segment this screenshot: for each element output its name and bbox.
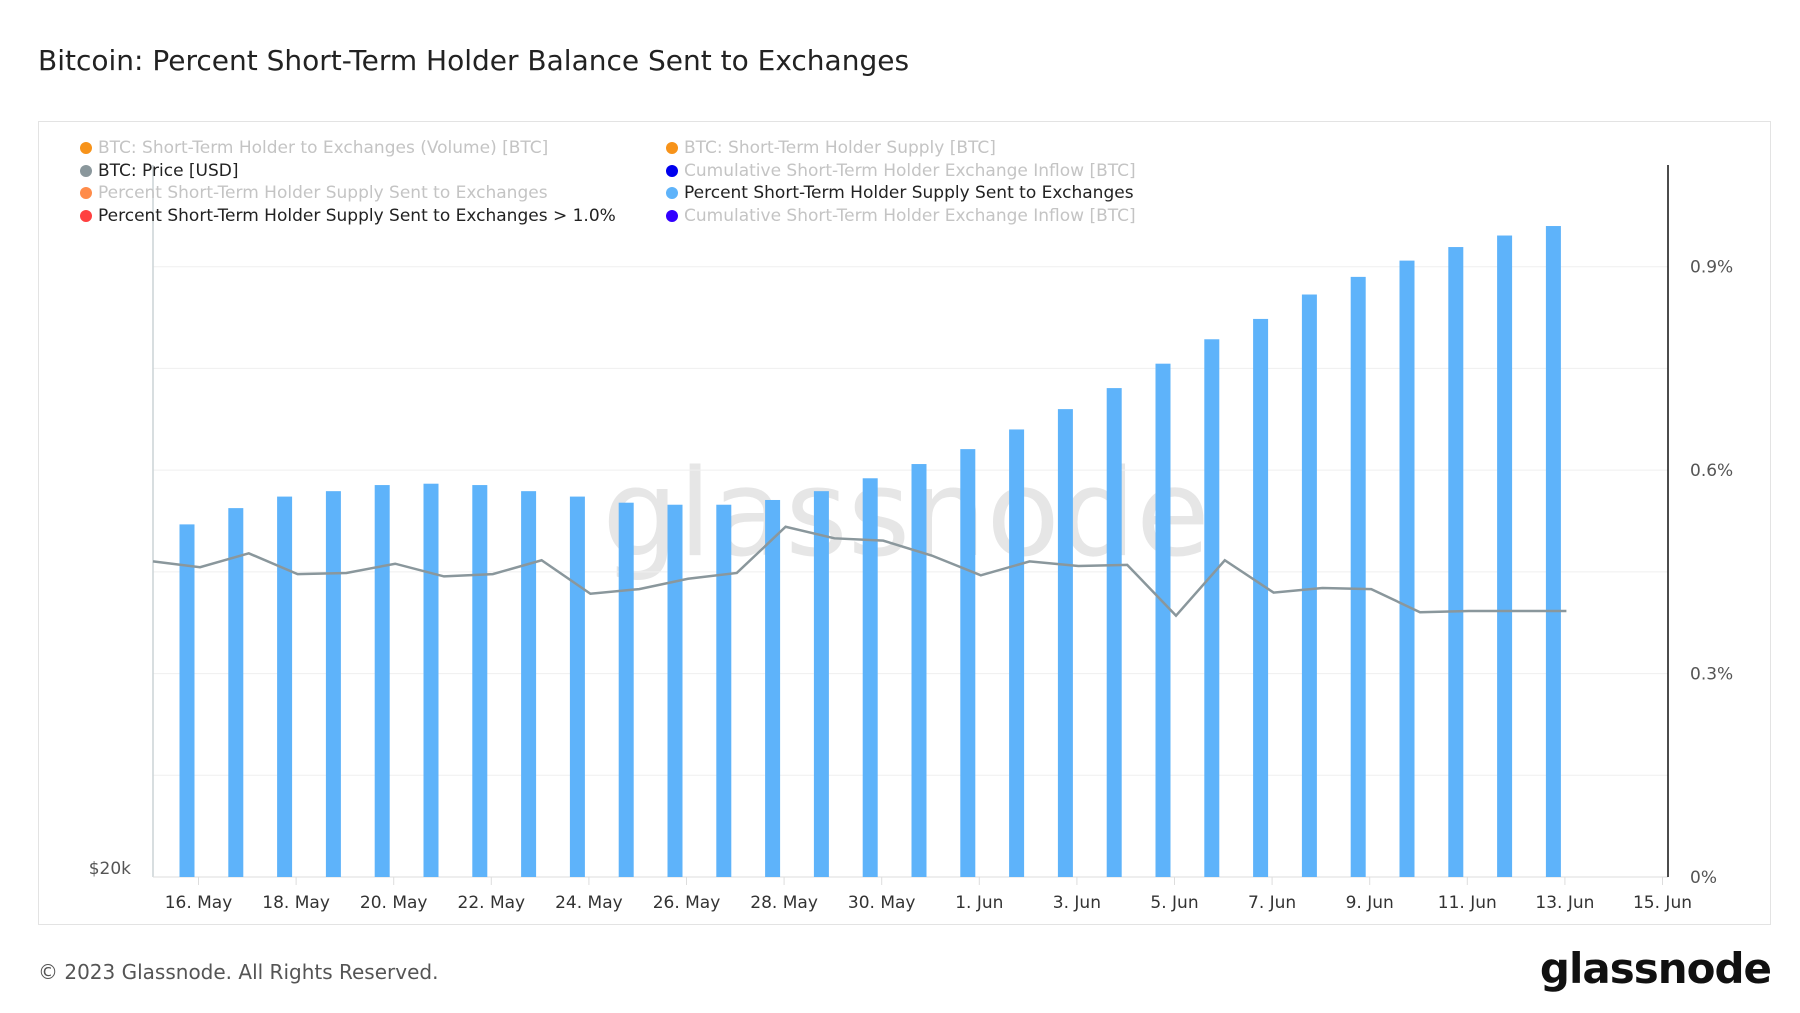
- bar: [1009, 429, 1025, 877]
- bar: [374, 485, 390, 877]
- bar: [1301, 294, 1317, 877]
- x-tick-label: 18. May: [262, 893, 330, 913]
- x-tick-label: 13. Jun: [1535, 893, 1594, 913]
- legend-dot-icon: [80, 164, 92, 177]
- bar: [618, 502, 634, 877]
- x-tick-label: 22. May: [458, 893, 526, 913]
- bar: [667, 504, 683, 877]
- x-tick-label: 30. May: [848, 893, 916, 913]
- bar: [1497, 235, 1513, 877]
- bar: [1057, 409, 1073, 877]
- legend-item[interactable]: BTC: Short-Term Holder to Exchanges (Vol…: [80, 138, 548, 158]
- legend-label: BTC: Short-Term Holder to Exchanges (Vol…: [98, 138, 549, 158]
- bar: [1155, 363, 1171, 878]
- legend-item[interactable]: Percent Short-Term Holder Supply Sent to…: [80, 183, 548, 203]
- page-title: Bitcoin: Percent Short-Term Holder Balan…: [38, 44, 910, 77]
- bar: [179, 524, 195, 877]
- legend-item[interactable]: Percent Short-Term Holder Supply Sent to…: [80, 206, 616, 226]
- legend-item[interactable]: Cumulative Short-Term Holder Exchange In…: [666, 161, 1136, 181]
- legend-item[interactable]: BTC: Short-Term Holder Supply [BTC]: [666, 138, 996, 158]
- legend-item[interactable]: Cumulative Short-Term Holder Exchange In…: [666, 206, 1136, 226]
- legend-label: BTC: Short-Term Holder Supply [BTC]: [684, 138, 996, 158]
- legend-dot-icon: [80, 187, 92, 200]
- bar: [325, 491, 341, 877]
- bar: [1106, 388, 1122, 877]
- bar: [862, 478, 878, 877]
- x-tick-label: 24. May: [555, 893, 623, 913]
- right-axis-tick-label: 0.6%: [1690, 461, 1733, 481]
- x-tick-label: 28. May: [750, 893, 818, 913]
- legend-label: Cumulative Short-Term Holder Exchange In…: [684, 206, 1136, 227]
- x-tick-label: 26. May: [653, 893, 721, 913]
- bar: [423, 483, 439, 877]
- x-tick-label: 20. May: [360, 893, 428, 913]
- legend-dot-icon: [80, 142, 92, 154]
- legend-item[interactable]: Percent Short-Term Holder Supply Sent to…: [666, 183, 1134, 203]
- x-tick-label: 7. Jun: [1248, 893, 1296, 913]
- x-tick-label: 11. Jun: [1438, 893, 1497, 913]
- bar: [521, 491, 537, 877]
- legend-dot-icon: [666, 187, 678, 200]
- bar: [228, 508, 244, 877]
- bar: [277, 496, 293, 877]
- bar: [716, 504, 732, 877]
- bar: [1253, 318, 1269, 877]
- legend-label: Percent Short-Term Holder Supply Sent to…: [98, 183, 548, 204]
- right-axis-tick-label: 0%: [1690, 868, 1717, 888]
- chart-frame: [38, 121, 1771, 925]
- legend-dot-icon: [666, 210, 678, 223]
- x-tick-label: 5. Jun: [1150, 893, 1198, 913]
- bar: [813, 491, 829, 877]
- x-tick-label: 1. Jun: [955, 893, 1003, 913]
- legend-label: Percent Short-Term Holder Supply Sent to…: [684, 183, 1134, 204]
- legend-dot-icon: [80, 210, 92, 223]
- x-tick-label: 16. May: [165, 893, 233, 913]
- bar: [472, 485, 488, 877]
- bar: [765, 499, 781, 877]
- bar: [1399, 260, 1415, 877]
- legend-label: Percent Short-Term Holder Supply Sent to…: [98, 206, 616, 227]
- bar: [1204, 339, 1220, 877]
- legend-label: BTC: Price [USD]: [98, 160, 239, 181]
- glassnode-logo: glassnode: [1539, 944, 1772, 993]
- legend-label: Cumulative Short-Term Holder Exchange In…: [684, 160, 1136, 181]
- legend-dot-icon: [666, 142, 678, 154]
- legend-item[interactable]: BTC: Price [USD]: [80, 161, 239, 181]
- right-axis-tick-label: 0.3%: [1690, 665, 1733, 685]
- right-axis-tick-label: 0.9%: [1690, 258, 1733, 278]
- bar: [1545, 226, 1561, 877]
- x-tick-label: 15. Jun: [1633, 893, 1692, 913]
- left-axis-tick-label: $20k: [89, 859, 131, 879]
- x-tick-label: 9. Jun: [1346, 893, 1394, 913]
- x-tick-label: 3. Jun: [1053, 893, 1101, 913]
- legend-dot-icon: [666, 164, 678, 177]
- bar: [960, 449, 976, 877]
- price-line: [152, 525, 1567, 618]
- bar: [1448, 247, 1464, 877]
- bar: [1350, 276, 1366, 877]
- bar: [911, 464, 927, 877]
- copyright: © 2023 Glassnode. All Rights Reserved.: [38, 960, 439, 984]
- bar: [569, 496, 585, 877]
